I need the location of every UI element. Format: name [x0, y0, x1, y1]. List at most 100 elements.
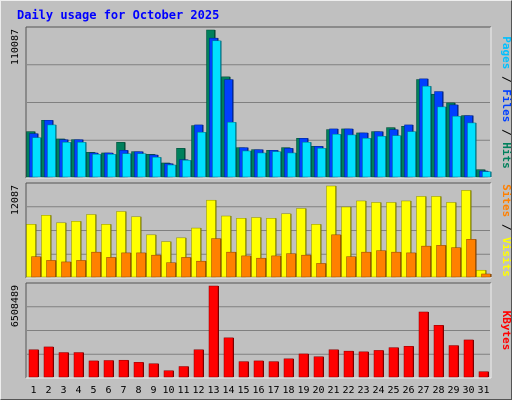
- bar-pages-day-1: [32, 137, 41, 178]
- bar-pages-day-7: [122, 153, 131, 178]
- legend-label-middle: Sites / Visits: [500, 184, 511, 277]
- bar-pages-day-29: [452, 115, 461, 178]
- x-tick-label-day-30: 30: [462, 385, 474, 396]
- bar-kbytes-day-9: [148, 363, 159, 378]
- bar-sites-day-15: [241, 255, 251, 278]
- bar-visits-day-16: [251, 217, 261, 278]
- bar-sites-day-9: [151, 254, 161, 278]
- bar-visits-day-23: [356, 200, 366, 278]
- bar-kbytes-day-28: [433, 325, 444, 378]
- bar-pages-day-28: [437, 106, 446, 178]
- bar-sites-day-25: [391, 251, 401, 278]
- bar-sites-day-2: [46, 260, 56, 278]
- bar-sites-day-31: [481, 273, 491, 278]
- legend-part: /: [500, 69, 511, 89]
- bar-pages-day-16: [257, 152, 266, 178]
- x-tick-label-day-4: 4: [75, 385, 81, 396]
- bar-kbytes-day-4: [73, 352, 84, 378]
- bar-visits-day-17: [266, 218, 276, 278]
- bar-kbytes-day-1: [28, 349, 39, 378]
- bar-pages-day-18: [287, 152, 296, 178]
- bar-visits-day-22: [341, 206, 351, 278]
- bar-visits-day-3: [56, 222, 66, 278]
- bar-kbytes-day-6: [103, 360, 114, 378]
- bar-visits-day-18: [281, 213, 291, 278]
- x-tick-label-day-27: 27: [417, 385, 429, 396]
- panel-top: 110087: [10, 26, 492, 179]
- bar-sites-day-22: [346, 256, 356, 278]
- bar-sites-day-30: [466, 239, 476, 278]
- bar-visits-day-2: [41, 215, 51, 278]
- bar-pages-day-13: [212, 40, 221, 178]
- x-tick-label-day-25: 25: [387, 385, 399, 396]
- bar-kbytes-day-5: [88, 360, 99, 378]
- bar-visits-day-28: [431, 196, 441, 278]
- bar-sites-day-8: [136, 252, 146, 278]
- bar-sites-day-18: [286, 253, 296, 278]
- bar-kbytes-day-13: [208, 285, 219, 378]
- y-max-label: 110087: [10, 29, 21, 65]
- legend-label-bottom: KBytes: [500, 311, 511, 351]
- x-tick-label-day-21: 21: [327, 385, 339, 396]
- bar-sites-day-11: [181, 257, 191, 278]
- x-tick-label-day-12: 12: [192, 385, 204, 396]
- bar-pages-day-15: [242, 150, 251, 178]
- bar-pages-day-12: [197, 132, 206, 178]
- bar-sites-day-1: [31, 256, 41, 278]
- bar-visits-day-15: [236, 218, 246, 278]
- bar-sites-day-17: [271, 255, 281, 278]
- bar-pages-day-5: [92, 154, 101, 178]
- bar-kbytes-day-19: [298, 353, 309, 378]
- x-tick-label-day-24: 24: [372, 385, 384, 396]
- bar-pages-day-8: [137, 153, 146, 178]
- legend-part: Files: [500, 89, 511, 122]
- bar-pages-day-21: [332, 134, 341, 178]
- bar-visits-day-20: [311, 224, 321, 278]
- bar-visits-day-31: [476, 269, 486, 278]
- bar-sites-day-23: [361, 251, 371, 278]
- right-legend-labels: Pages / Files / Hits Sites / Visits KBytes: [500, 36, 512, 351]
- x-tick-label-day-8: 8: [135, 385, 141, 396]
- bar-pages-day-14: [227, 122, 236, 178]
- legend-label-top: Pages / Files / Hits: [500, 36, 511, 169]
- bar-kbytes-day-30: [463, 339, 474, 378]
- x-tick-label-day-22: 22: [342, 385, 354, 396]
- x-tick-label-day-2: 2: [45, 385, 51, 396]
- bar-visits-day-19: [296, 208, 306, 278]
- bar-pages-day-25: [392, 135, 401, 178]
- bar-sites-day-26: [406, 252, 416, 278]
- bar-visits-day-27: [416, 196, 426, 278]
- legend-part: Visits: [500, 237, 511, 277]
- bar-pages-day-31: [482, 171, 491, 178]
- bar-visits-day-12: [191, 227, 201, 278]
- bar-kbytes-day-2: [43, 346, 54, 378]
- bar-visits-day-21: [326, 185, 336, 278]
- bar-visits-day-7: [116, 211, 126, 278]
- x-axis-day-labels: 1 2 3 4 5 6 7 8 9 10 11 12 13 14 15 16 17 18 19 20 21 22 23 24 2…: [30, 385, 489, 396]
- bar-pages-day-11: [182, 160, 191, 178]
- x-tick-label-day-19: 19: [297, 385, 309, 396]
- x-tick-label-day-23: 23: [357, 385, 369, 396]
- x-tick-label-day-3: 3: [60, 385, 66, 396]
- bar-kbytes-day-3: [58, 352, 69, 378]
- bar-sites-day-16: [256, 257, 266, 278]
- bar-visits-day-6: [101, 224, 111, 278]
- panel-bottom: 6508489: [10, 282, 492, 379]
- x-tick-label-day-9: 9: [150, 385, 156, 396]
- bar-kbytes-day-21: [328, 349, 339, 378]
- bar-pages-day-9: [152, 156, 161, 178]
- bar-kbytes-day-11: [178, 366, 189, 378]
- bar-kbytes-day-22: [343, 350, 354, 378]
- bar-sites-day-29: [451, 247, 461, 278]
- bar-sites-day-4: [76, 260, 86, 278]
- bar-pages-day-4: [77, 142, 86, 178]
- bar-sites-day-20: [316, 263, 326, 278]
- bar-kbytes-day-15: [238, 361, 249, 378]
- bar-visits-day-5: [86, 214, 96, 278]
- legend-part: Hits: [500, 142, 511, 169]
- bar-sites-day-14: [226, 251, 236, 278]
- bar-pages-day-17: [272, 151, 281, 178]
- bar-kbytes-day-7: [118, 359, 129, 378]
